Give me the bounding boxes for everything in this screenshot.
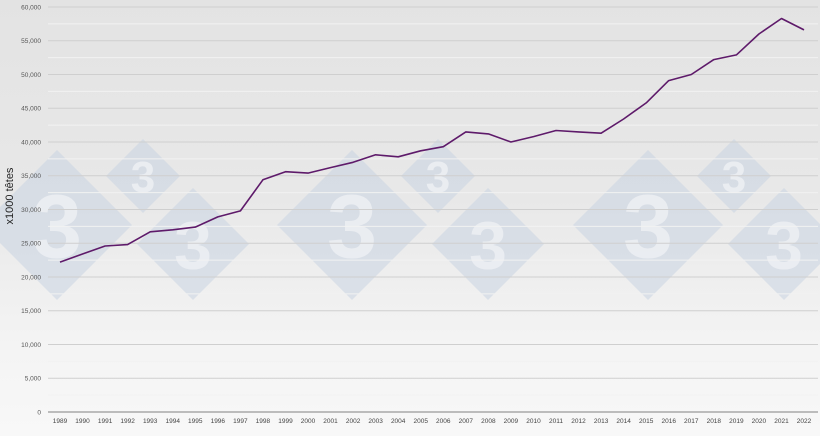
y-tick-label: 40,000	[21, 139, 41, 146]
y-tick-label: 45,000	[21, 106, 41, 113]
x-tick-label: 2001	[323, 418, 338, 425]
x-tick-label: 2013	[594, 418, 609, 425]
x-tick-label: 2019	[729, 418, 744, 425]
x-tick-label: 1992	[120, 418, 135, 425]
y-tick-label: 25,000	[21, 241, 41, 248]
y-tick-label: 50,000	[21, 72, 41, 79]
x-tick-label: 1998	[256, 418, 271, 425]
watermark-glyph: 3	[131, 153, 155, 202]
x-tick-label: 2022	[797, 418, 812, 425]
x-axis-ticks: 1989 1990 1991 1992 1993 1994 1995 1996 1997 1998…	[53, 418, 812, 425]
x-tick-label: 2021	[774, 418, 789, 425]
x-tick-label: 2002	[346, 418, 361, 425]
x-tick-label: 2005	[413, 418, 428, 425]
watermark-diamond: 3	[137, 188, 249, 300]
x-tick-label: 1999	[278, 418, 293, 425]
watermark-glyph: 3	[327, 177, 377, 277]
watermark-diamond: 3	[0, 150, 132, 300]
watermark-diamond: 3	[277, 150, 427, 300]
x-tick-label: 2003	[368, 418, 383, 425]
x-tick-label: 1989	[53, 418, 68, 425]
x-tick-label: 1991	[98, 418, 113, 425]
x-tick-label: 2000	[301, 418, 316, 425]
x-tick-label: 1994	[165, 418, 180, 425]
y-tick-label: 15,000	[21, 308, 41, 315]
y-tick-label: 55,000	[21, 38, 41, 45]
x-tick-label: 2020	[752, 418, 767, 425]
watermark-diamond: 3	[573, 150, 723, 300]
x-tick-label: 2009	[504, 418, 519, 425]
x-tick-label: 2018	[707, 418, 722, 425]
x-tick-label: 1993	[143, 418, 158, 425]
gridlines	[48, 6, 818, 396]
x-tick-label: 1996	[211, 418, 226, 425]
y-tick-label: 0	[37, 409, 41, 416]
watermark-glyph: 3	[722, 153, 746, 202]
y-tick-label: 30,000	[21, 207, 41, 214]
x-tick-label: 2004	[391, 418, 406, 425]
x-tick-label: 2011	[549, 418, 563, 425]
y-tick-label: 10,000	[21, 342, 41, 349]
watermark-diamond: 3	[728, 188, 820, 300]
watermark-diamond: 3	[432, 188, 544, 300]
y-tick-label: 35,000	[21, 173, 41, 180]
data-line	[59, 17, 805, 263]
watermark-glyph: 3	[426, 153, 450, 202]
x-tick-label: 2016	[661, 418, 676, 425]
watermark-glyph: 3	[623, 177, 673, 277]
y-tick-label: 60,000	[21, 4, 41, 11]
x-tick-label: 2017	[684, 418, 699, 425]
watermark-logos: 333 333 333	[0, 139, 820, 300]
y-tick-label: 20,000	[21, 274, 41, 281]
y-axis-label: x1000 têtes	[4, 167, 16, 224]
x-tick-label: 2006	[436, 418, 451, 425]
y-axis-ticks: 0 5,000 10,000 15,000 20,000 25,000 30,000 35,0…	[21, 4, 41, 416]
x-tick-label: 2014	[616, 418, 631, 425]
x-tick-label: 1990	[75, 418, 90, 425]
x-tick-label: 2008	[481, 418, 496, 425]
watermark-glyph: 3	[32, 177, 82, 277]
x-tick-label: 2010	[526, 418, 541, 425]
watermark-glyph: 3	[469, 207, 507, 283]
x-tick-label: 1997	[233, 418, 248, 425]
watermark-glyph: 3	[174, 207, 212, 283]
watermark-glyph: 3	[765, 207, 803, 283]
x-tick-label: 2007	[459, 418, 474, 425]
x-tick-label: 1995	[188, 418, 203, 425]
x-tick-label: 2015	[639, 418, 654, 425]
x-tick-label: 2012	[571, 418, 586, 425]
y-tick-label: 5,000	[25, 376, 42, 383]
